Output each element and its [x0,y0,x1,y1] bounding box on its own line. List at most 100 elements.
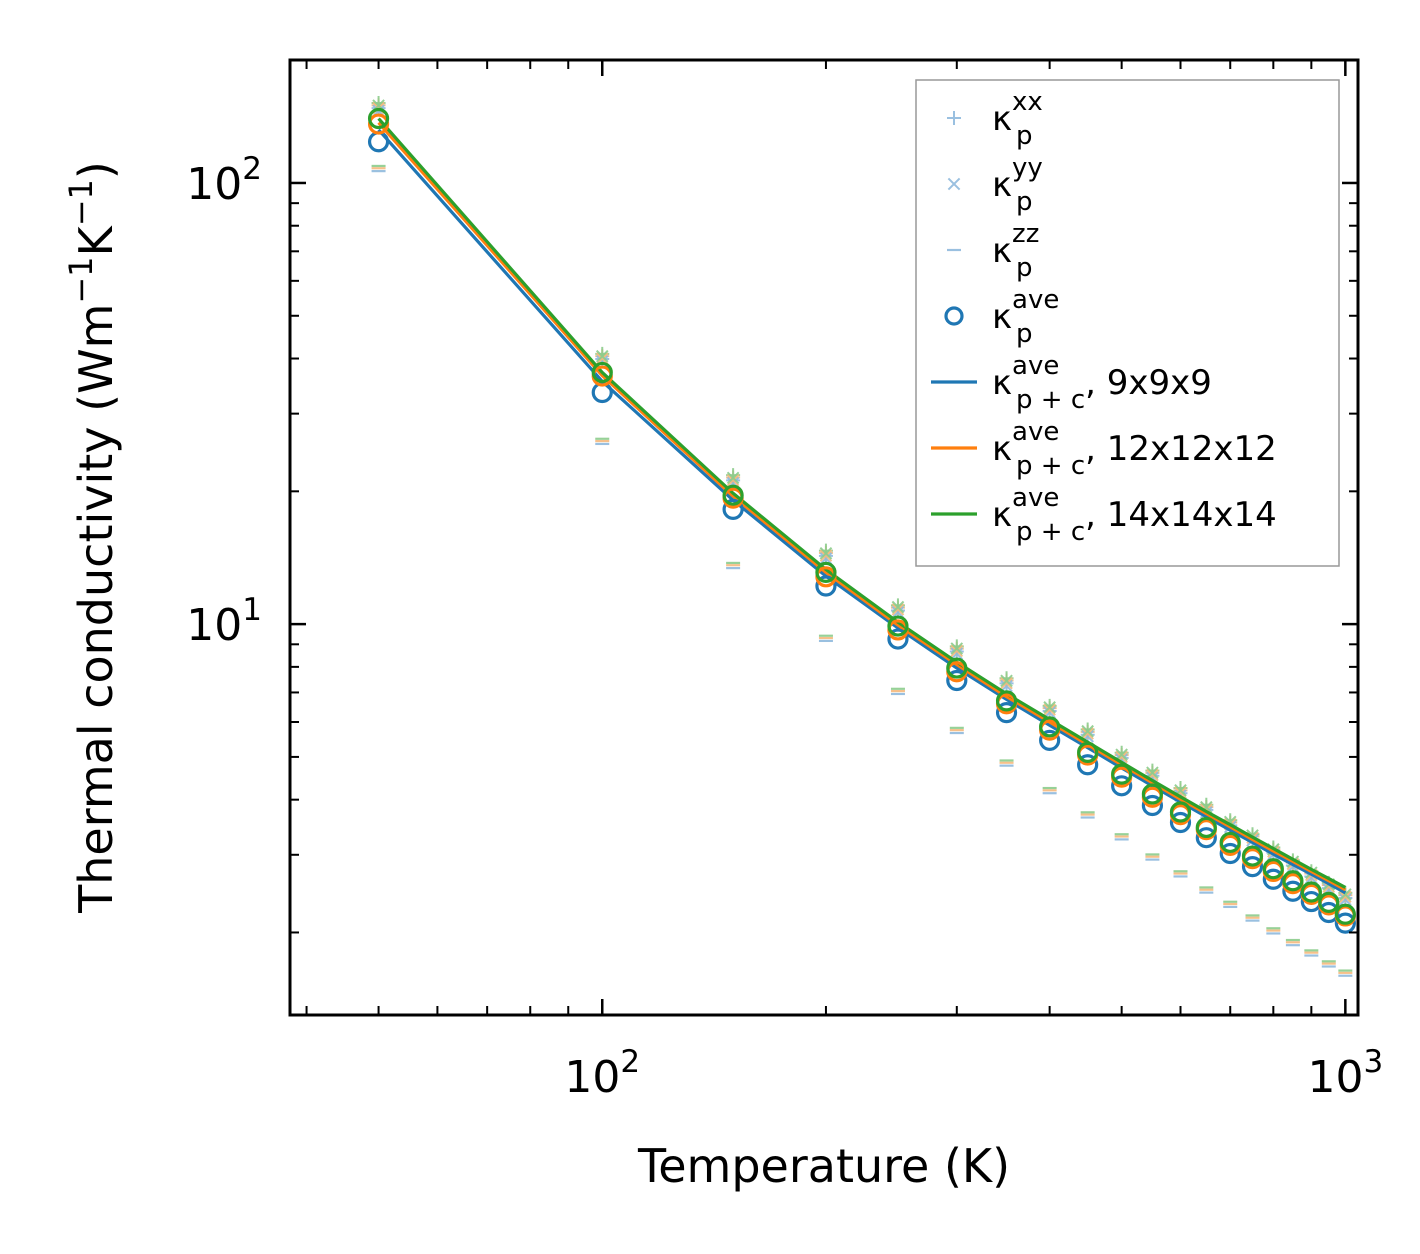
kp_yy-point [950,642,964,655]
kp_ave-point [722,498,744,520]
kp_ave_green-point [946,657,968,679]
kp_ave-point [1039,729,1061,752]
y-axis-title-sup2: −1 [62,179,100,226]
kp_yy-point [595,352,609,365]
legend-label-sup: ave [1012,351,1059,381]
kp_yy-point [1339,893,1352,906]
kp_yy-point [819,549,833,562]
legend-label-sub: p [1016,253,1033,283]
series-line-kpc_14 [377,117,1347,889]
kp_yy-point [891,600,905,614]
kp_ave_green-point [1262,858,1284,880]
kp_yy-point [595,349,609,363]
kp_ave_green-point [1318,891,1340,913]
legend-label-sub: p + c [1016,385,1085,415]
kp_ave_green-point [1300,881,1322,903]
legend-label-sup: zz [1012,219,1039,249]
kp_yy-point [1043,703,1056,716]
kp_ave_green-point [1241,845,1264,867]
kp_ave-point [1195,827,1217,849]
legend-label-sup: ave [1012,417,1059,447]
y-axis-title-end: ) [69,161,123,179]
legend-label-sub: p [1016,187,1033,217]
kp_ave-point [887,628,909,650]
legend-label: κyy p [992,153,1043,217]
series-kp_ave [367,131,1356,934]
legend-label-sub: p [1016,319,1033,349]
series-line-kpc_9 [377,128,1347,895]
kp_yy-point [950,647,964,661]
x-tick-label-base: 10 [1307,1052,1363,1103]
legend-label: κave p [992,285,1059,349]
legend-label-sup: ave [1012,285,1059,315]
y-axis-title-mid: K [69,224,123,256]
kp_ave_green-point [1195,816,1217,839]
legend-marker-swatch [944,306,964,326]
kp_yy-point [1000,674,1013,688]
kp_ave-point [1219,842,1241,865]
x-axis-title: Temperature (K) [637,1139,1010,1193]
legend-entry-kp_xx: κxx p [947,87,1043,151]
x-tick-label-base: 10 [564,1052,620,1103]
x-tick-label-exp: 2 [620,1044,640,1080]
kp_ave-point [1262,868,1284,890]
kp_ave-point [367,131,390,153]
kp_yy-point [1081,724,1094,738]
legend-label-base: κ [992,363,1012,403]
legend-label: κzz p [992,219,1039,283]
legend-label: κave p + c, 9x9x9 [992,351,1212,415]
y-tick-label: 102 [186,151,262,210]
kp_ave_green-point [1141,783,1164,805]
y-axis-title-main: Thermal conductivity (Wm [69,304,123,914]
y-axis-title-sup1: −1 [62,256,100,303]
kp_ave_green-point [1111,763,1133,785]
kp_ave-point [946,669,968,692]
legend-label-sub: p + c [1016,451,1085,481]
legend-label-sub: p [1016,121,1033,151]
y-tick-label: 101 [186,592,262,651]
legend-label-sup: yy [1012,153,1043,183]
legend-box [915,79,1340,567]
legend-label-sup: ave [1012,483,1059,513]
legend-label-suffix: , 14x14x14 [1085,495,1277,535]
legend-entry-kpc_9: κave p + c, 9x9x9 [931,351,1212,415]
series-kp_ave_green [367,107,1356,925]
legend-label: κave p + c, 12x12x12 [992,417,1277,481]
kp_ave-point [1077,754,1099,776]
kp_ave_green-point [1039,716,1061,738]
kp_ave_green-point [367,107,390,130]
kp_ave_green-point [815,561,837,583]
kp_yy-point [1081,727,1094,740]
legend-marker-swatch [947,177,961,191]
kp_ave-point [1334,912,1356,934]
kp_ave-point [1141,794,1164,817]
legend-entry-kpc_14: κave p + c, 14x14x14 [931,483,1277,547]
kp_ave-point [1169,811,1192,834]
kp_ave_green-point [1169,801,1192,823]
legend-entry-kpc_12: κave p + c, 12x12x12 [931,417,1277,481]
kp_ave_green-point [1334,903,1356,925]
y-tick-label-base: 10 [186,600,242,651]
kp_yy-point [891,605,905,619]
series-kp_yy [372,99,1352,906]
y-axis-title: Thermal conductivity (Wm−1K−1) [62,161,123,914]
legend-label-suffix: , 12x12x12 [1085,429,1277,469]
data-layer [367,96,1356,977]
kp_yy-point [1339,890,1352,904]
kp_yy-point [891,603,905,616]
kp_ave_green-point [887,615,909,637]
legend-label-base: κ [992,429,1012,469]
kp_ave_green-point [722,484,744,506]
legend-entry-kp_ave: κave p [944,285,1059,349]
legend-label-suffix: , 9x9x9 [1085,363,1212,403]
kp_yy-point [819,546,833,560]
kp_ave-point [995,702,1018,724]
kp_yy-point [726,471,740,485]
kp_yy-point [819,552,833,565]
tick-layer [290,60,1358,1015]
legend-entry-kp_zz: κzz p [947,219,1039,283]
